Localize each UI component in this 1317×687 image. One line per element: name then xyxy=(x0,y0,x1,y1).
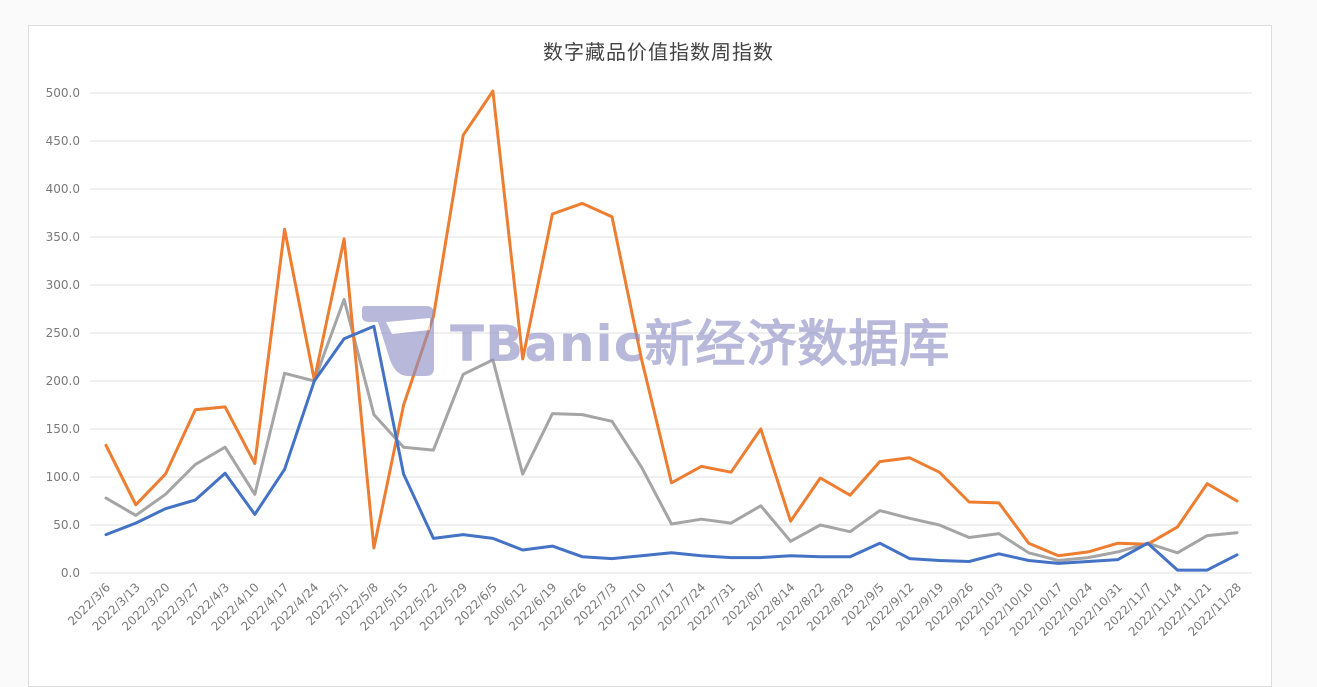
y-tick-label: 450.0 xyxy=(46,134,80,148)
y-tick-label: 350.0 xyxy=(46,230,80,244)
y-tick-label: 150.0 xyxy=(46,422,80,436)
series-lines xyxy=(104,89,1239,572)
chart-title: 数字藏品价值指数周指数 xyxy=(543,40,774,64)
y-axis-ticks: 0.0 50.0 100.0 150.0 200.0 250.0 300.0 350.0 400… xyxy=(46,86,80,580)
y-tick-label: 50.0 xyxy=(53,518,80,532)
chart-frame xyxy=(28,25,1272,687)
y-tick-label: 500.0 xyxy=(46,86,80,100)
gridlines xyxy=(90,92,1252,574)
gray-series-line xyxy=(104,297,1239,562)
y-tick-label: 200.0 xyxy=(46,374,80,388)
y-tick-label: 0.0 xyxy=(61,566,80,580)
blue-series-line xyxy=(104,324,1239,572)
line-chart: 0.0 50.0 100.0 150.0 200.0 250.0 300.0 350.0 400… xyxy=(46,86,1252,639)
y-tick-label: 100.0 xyxy=(46,470,80,484)
y-tick-label: 300.0 xyxy=(46,278,80,292)
x-axis-ticks: 2022/3/62022/3/132022/3/202022/3/272022/… xyxy=(65,580,1244,639)
y-tick-label: 400.0 xyxy=(46,182,80,196)
orange-series-line xyxy=(104,89,1239,558)
y-tick-label: 250.0 xyxy=(46,326,80,340)
